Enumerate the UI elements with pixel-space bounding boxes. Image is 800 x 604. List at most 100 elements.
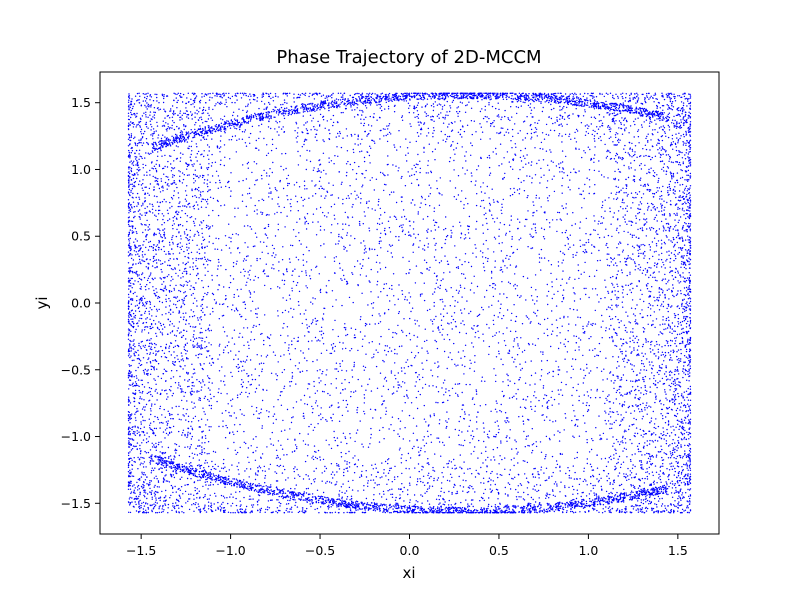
scatter-point: [263, 169, 265, 172]
scatter-point: [557, 389, 559, 391]
scatter-point: [146, 95, 148, 98]
scatter-point: [400, 386, 402, 388]
scatter-point: [308, 425, 310, 428]
scatter-point: [636, 156, 638, 158]
scatter-point: [394, 478, 396, 481]
scatter-point: [232, 262, 235, 264]
scatter-point: [573, 300, 576, 302]
scatter-point: [455, 492, 457, 495]
scatter-point: [155, 171, 158, 173]
scatter-point: [522, 155, 525, 157]
scatter-point: [152, 429, 154, 432]
scatter-point: [147, 382, 149, 384]
scatter-point: [669, 399, 671, 402]
scatter-point: [196, 153, 198, 155]
scatter-point: [230, 172, 232, 174]
scatter-point: [250, 265, 252, 267]
scatter-point: [427, 164, 429, 167]
scatter-point: [148, 387, 151, 389]
scatter-point: [363, 160, 366, 163]
scatter-point: [192, 99, 195, 102]
scatter-point: [586, 391, 589, 393]
scatter-point: [393, 215, 396, 217]
scatter-point: [669, 189, 671, 191]
scatter-point: [338, 235, 340, 238]
scatter-point: [490, 472, 492, 475]
scatter-point: [302, 205, 304, 207]
scatter-point: [138, 431, 140, 433]
scatter-point: [135, 231, 138, 233]
scatter-point: [458, 290, 460, 292]
scatter-point: [596, 367, 598, 369]
scatter-point: [612, 284, 614, 286]
scatter-point: [438, 365, 440, 367]
scatter-point: [353, 161, 356, 164]
scatter-point: [623, 404, 625, 406]
scatter-point: [231, 464, 233, 466]
scatter-point: [661, 459, 664, 461]
scatter-point: [208, 330, 210, 332]
scatter-point: [261, 332, 263, 335]
scatter-point: [288, 511, 291, 513]
scatter-point: [231, 337, 233, 339]
scatter-point: [205, 329, 207, 332]
scatter-point: [609, 207, 611, 209]
scatter-point: [575, 254, 577, 256]
scatter-point: [459, 221, 461, 223]
scatter-point: [627, 255, 629, 257]
scatter-point: [578, 103, 580, 105]
scatter-point: [640, 501, 642, 504]
scatter-point: [356, 429, 359, 431]
scatter-point: [202, 220, 205, 222]
scatter-point: [367, 480, 369, 482]
scatter-point: [134, 238, 137, 240]
scatter-point: [489, 488, 491, 490]
scatter-point: [388, 428, 390, 430]
scatter-point: [593, 157, 595, 160]
scatter-point: [455, 289, 458, 291]
scatter-point: [253, 279, 255, 281]
scatter-point: [242, 109, 244, 112]
scatter-point: [257, 307, 259, 309]
scatter-point: [589, 234, 591, 236]
scatter-point: [271, 138, 274, 141]
scatter-point: [499, 307, 502, 310]
scatter-point: [417, 352, 420, 354]
scatter-point: [302, 259, 304, 261]
scatter-point: [277, 286, 279, 288]
scatter-point: [532, 343, 534, 345]
scatter-point: [622, 208, 624, 210]
scatter-point: [382, 359, 384, 362]
scatter-point: [623, 360, 625, 362]
scatter-point: [511, 236, 513, 238]
scatter-point: [445, 288, 447, 291]
scatter-point: [516, 336, 518, 339]
scatter-point: [587, 395, 590, 397]
scatter-point: [140, 421, 142, 423]
scatter-point: [617, 218, 619, 220]
scatter-point: [392, 331, 394, 334]
scatter-point: [343, 245, 345, 248]
scatter-point: [303, 357, 306, 359]
scatter-point: [290, 198, 292, 201]
scatter-point: [218, 388, 220, 390]
scatter-point: [387, 163, 389, 166]
scatter-point: [185, 267, 187, 270]
scatter-point: [430, 475, 432, 478]
scatter-point: [175, 304, 177, 306]
scatter-point: [522, 423, 525, 425]
scatter-point: [279, 464, 282, 467]
scatter-point: [179, 110, 182, 112]
scatter-point: [572, 308, 575, 311]
scatter-point: [485, 257, 487, 259]
scatter-point: [588, 296, 590, 299]
scatter-point: [660, 239, 663, 241]
scatter-point: [494, 459, 496, 461]
scatter-point: [440, 324, 443, 327]
scatter-point: [349, 185, 351, 187]
scatter-point: [542, 351, 544, 353]
scatter-point: [496, 489, 499, 491]
scatter-point: [364, 335, 366, 337]
scatter-point: [198, 248, 200, 250]
scatter-point: [669, 213, 671, 215]
